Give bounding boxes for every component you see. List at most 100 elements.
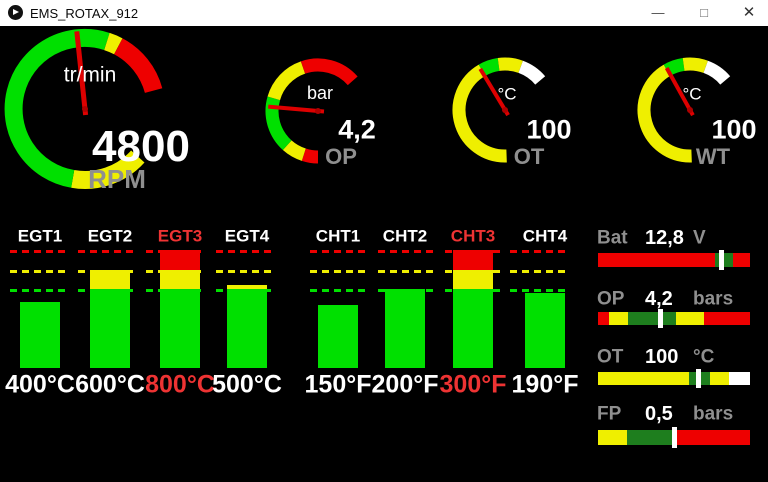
- cht4-limit-line-red: [510, 250, 568, 253]
- fp-strip-cursor: [671, 427, 677, 448]
- cht4-limit-line-yellow: [510, 270, 568, 273]
- cht2-bar-green: [385, 289, 425, 368]
- egt2-label: EGT2: [87, 226, 133, 246]
- ot-strip-segment-yellow: [598, 372, 690, 385]
- cht2-label: CHT2: [382, 226, 428, 246]
- ot-gauge-hub: [502, 107, 508, 113]
- egt3-bar-green: [160, 289, 200, 368]
- fp-strip-segment-red: [672, 430, 750, 445]
- ot-gauge-value: 100: [526, 114, 572, 145]
- op-strip-unit: bars: [693, 288, 734, 310]
- rpm-gauge-needle: [74, 31, 89, 116]
- rpm-gauge-hub: [82, 106, 88, 112]
- egt2-value: 600°C: [75, 370, 145, 399]
- egt4-bar-green: [227, 289, 267, 368]
- ot-gauge-needle: [478, 67, 510, 117]
- op-gauge-unit: bar: [306, 83, 334, 103]
- ot-gauge-unit: °C: [497, 84, 517, 104]
- bat-strip-segment-red: [733, 253, 750, 267]
- bat-strip-unit: V: [693, 227, 706, 249]
- op-gauge-label: OP: [325, 144, 357, 169]
- play-icon: [13, 9, 19, 15]
- rpm-gauge-arc-yellow: [103, 32, 123, 55]
- egt1-value: 400°C: [5, 370, 75, 399]
- maximize-button[interactable]: □: [700, 5, 708, 20]
- egt2-limit-line-red: [78, 250, 137, 253]
- ot-strip-unit: °C: [693, 346, 715, 368]
- cht3-bar-green: [453, 289, 493, 368]
- op-strip-segment-red: [598, 312, 609, 325]
- wt-gauge-value: 100: [711, 114, 757, 145]
- op-strip-segment-red: [704, 312, 750, 325]
- egt4-limit-line-red: [216, 250, 274, 253]
- ot-gauge-arc-yellow: [452, 64, 507, 163]
- wt-gauge-arc-white: [703, 60, 731, 85]
- op-gauge-arc-red: [300, 58, 358, 86]
- wt-gauge-label: WT: [695, 144, 731, 169]
- egt4-label: EGT4: [224, 226, 270, 246]
- cht3-bar-red: [453, 250, 493, 270]
- op-gauge-needle: [268, 104, 325, 114]
- egt1-limit-line-yellow: [10, 270, 68, 273]
- op-strip-segment-yellow: [675, 312, 705, 325]
- ot-strip-cursor: [695, 369, 701, 388]
- egt1-limit-line-green: [10, 289, 68, 292]
- system-strip-gauges: Bat 12,8 V OP 4,2 bars OT 100 °C FP 0,5 bars: [0, 26, 768, 482]
- rpm-gauge-arc-yellow: [71, 150, 145, 189]
- bat-strip-segment-red: [598, 253, 716, 267]
- op-strip-cursor: [657, 309, 663, 328]
- ot-gauge-arc-yellow: [497, 57, 523, 74]
- egt1-label: EGT1: [17, 226, 63, 246]
- fp-strip-label: FP: [597, 403, 622, 425]
- egt3-bar-red: [160, 250, 200, 270]
- egt3-label: EGT3: [157, 226, 203, 246]
- close-button[interactable]: ✕: [742, 4, 756, 21]
- op-gauge-hub: [315, 108, 321, 114]
- ot-strip-segment-yellow: [710, 372, 729, 385]
- egt2-bar-green: [90, 289, 130, 368]
- op-strip-value: 4,2: [645, 288, 673, 310]
- ot-strip-segment-white: [728, 372, 750, 385]
- op-gauge-arc-yellow: [267, 61, 306, 101]
- cht3-bar-yellow: [453, 270, 493, 289]
- minimize-button[interactable]: —: [651, 5, 665, 20]
- wt-gauge-arc-yellow: [682, 57, 708, 74]
- rpm-gauge-label: RPM: [88, 164, 146, 194]
- bat-strip-label: Bat: [597, 227, 628, 249]
- rpm-gauge-arc-red: [113, 38, 163, 94]
- ot-gauge-arc-white: [518, 60, 546, 85]
- cht1-limit-line-green: [310, 289, 368, 292]
- bat-strip-cursor: [719, 250, 725, 270]
- egt4-value: 500°C: [212, 370, 282, 399]
- op-gauge-value: 4,2: [338, 114, 376, 145]
- cht4-bar-green: [525, 293, 565, 368]
- egt4-limit-line-yellow: [216, 270, 274, 273]
- instrument-panel: EGT1 400°C EGT2 600°C EGT3 800°C EGT4 500°C CHT1…: [0, 26, 768, 482]
- wt-gauge-needle: [664, 67, 695, 117]
- titlebar[interactable]: EMS_ROTAX_912 — □ ✕: [0, 0, 768, 26]
- cht1-limit-line-yellow: [310, 270, 368, 273]
- app-icon: [8, 5, 23, 20]
- bat-strip-value: 12,8: [645, 227, 684, 249]
- cht4-limit-line-green: [510, 289, 568, 292]
- op-gauge-arc-red: [301, 148, 319, 164]
- ot-strip-label: OT: [597, 346, 624, 368]
- cht2-value: 200°F: [371, 370, 439, 399]
- fp-strip-value: 0,5: [645, 403, 673, 425]
- op-gauge-arc-yellow: [282, 140, 307, 161]
- gauges-layer: [4, 28, 731, 189]
- wt-gauge-hub: [687, 107, 693, 113]
- egt2-bar-yellow: [90, 270, 130, 289]
- rpm-gauge-arc-green: [4, 28, 110, 188]
- fp-strip-unit: bars: [693, 403, 734, 425]
- egt1-limit-line-red: [10, 250, 68, 253]
- wt-gauge-arc-yellow: [637, 64, 692, 163]
- cht1-bar-green: [318, 305, 358, 368]
- window-title: EMS_ROTAX_912: [30, 6, 139, 21]
- cht3-value: 300°F: [439, 370, 507, 399]
- rpm-gauge-unit: tr/min: [63, 63, 117, 87]
- ot-gauge-label: OT: [513, 144, 545, 169]
- cht4-label: CHT4: [522, 226, 568, 246]
- cht1-limit-line-red: [310, 250, 368, 253]
